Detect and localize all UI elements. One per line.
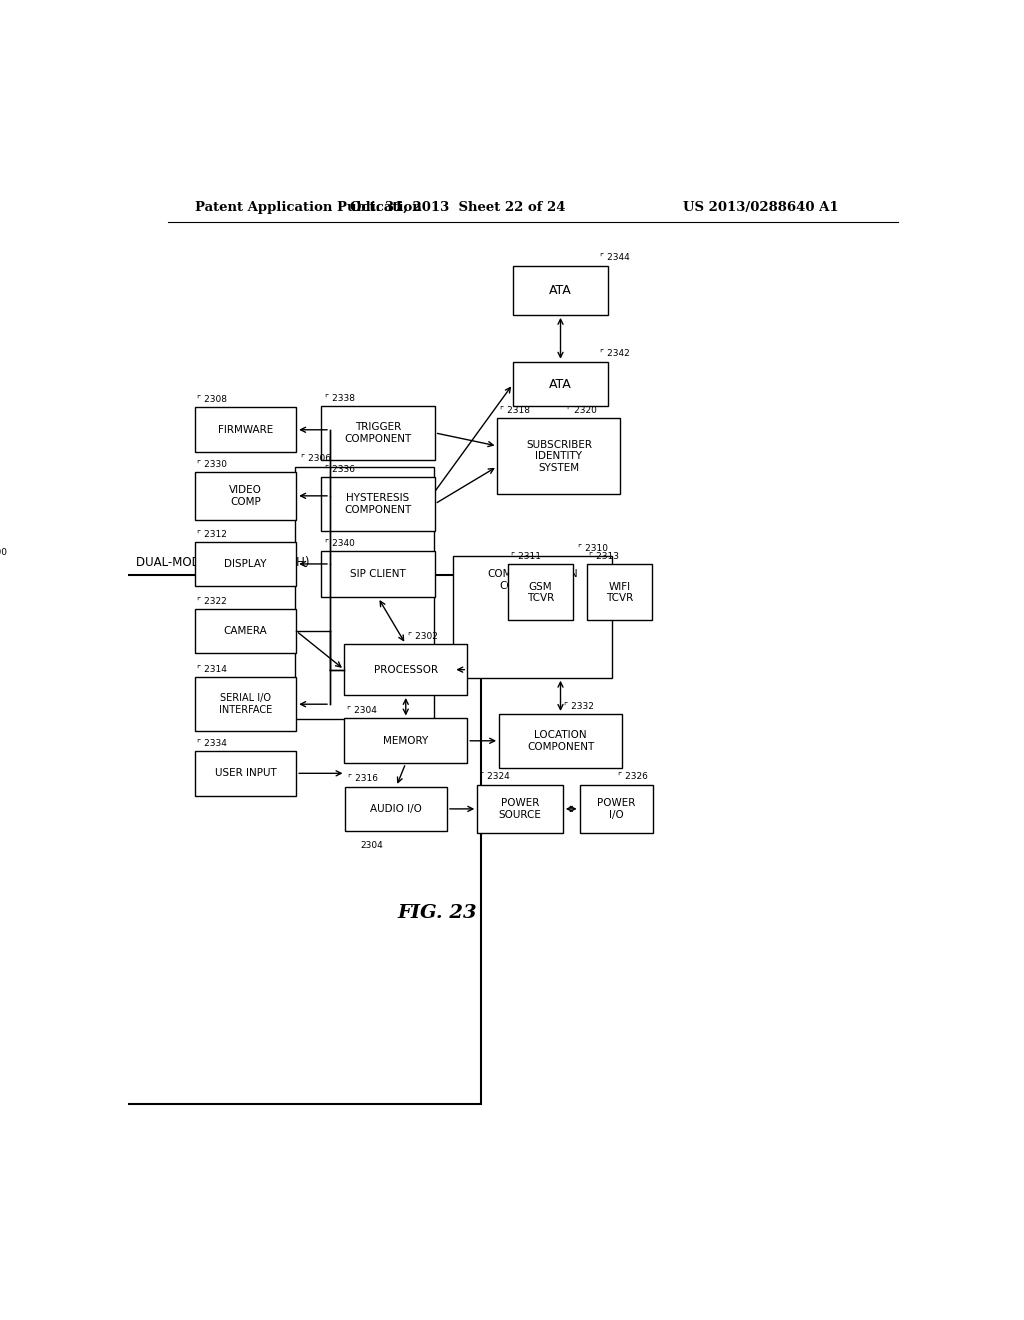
Text: CAMERA: CAMERA — [223, 626, 267, 636]
FancyBboxPatch shape — [513, 267, 608, 315]
FancyBboxPatch shape — [344, 644, 467, 696]
Text: US 2013/0288640 A1: US 2013/0288640 A1 — [683, 201, 839, 214]
Text: DISPLAY: DISPLAY — [224, 558, 266, 569]
FancyBboxPatch shape — [477, 784, 563, 833]
Text: ⌜ 2310: ⌜ 2310 — [579, 544, 608, 553]
Text: GSM
TCVR: GSM TCVR — [527, 582, 554, 603]
Text: ⌜ 2302: ⌜ 2302 — [409, 632, 438, 642]
FancyBboxPatch shape — [295, 467, 434, 719]
Text: Patent Application Publication: Patent Application Publication — [196, 201, 422, 214]
Text: ⌜ 2334: ⌜ 2334 — [197, 739, 227, 748]
Text: TRIGGER
COMPONENT: TRIGGER COMPONENT — [344, 422, 412, 444]
Text: ⌜ 2311: ⌜ 2311 — [511, 552, 541, 561]
FancyBboxPatch shape — [195, 677, 296, 731]
Text: Oct. 31, 2013  Sheet 22 of 24: Oct. 31, 2013 Sheet 22 of 24 — [349, 201, 565, 214]
FancyBboxPatch shape — [195, 541, 296, 586]
FancyBboxPatch shape — [195, 751, 296, 796]
Text: SIP CLIENT: SIP CLIENT — [350, 569, 406, 579]
Text: ⌜ 2320: ⌜ 2320 — [567, 407, 597, 414]
Text: ATA: ATA — [549, 284, 571, 297]
Text: ⌜ 2304: ⌜ 2304 — [347, 706, 377, 715]
FancyBboxPatch shape — [195, 609, 296, 653]
FancyBboxPatch shape — [322, 405, 435, 459]
Text: VIDEO
COMP: VIDEO COMP — [229, 484, 262, 507]
FancyBboxPatch shape — [499, 714, 622, 768]
FancyBboxPatch shape — [0, 576, 481, 1104]
Text: USER INPUT: USER INPUT — [215, 768, 276, 779]
Text: FIRMWARE: FIRMWARE — [218, 425, 273, 434]
FancyBboxPatch shape — [322, 550, 435, 598]
FancyBboxPatch shape — [322, 477, 435, 531]
Text: ⌜ 2344: ⌜ 2344 — [600, 253, 630, 263]
Text: LOCATION
COMPONENT: LOCATION COMPONENT — [527, 730, 594, 751]
Text: FIG. 23: FIG. 23 — [397, 904, 477, 921]
Text: AUDIO I/O: AUDIO I/O — [371, 804, 422, 814]
Text: ⌜ 2318: ⌜ 2318 — [500, 407, 529, 414]
Text: ⌜ 2342: ⌜ 2342 — [600, 348, 630, 358]
Text: ⌜ 2306: ⌜ 2306 — [301, 454, 332, 463]
Text: ⌜ 2322: ⌜ 2322 — [197, 597, 226, 606]
Text: 2304: 2304 — [360, 841, 383, 850]
Text: ⌜ 2340: ⌜ 2340 — [326, 539, 355, 548]
Text: ⌜ 2313: ⌜ 2313 — [589, 552, 620, 561]
FancyBboxPatch shape — [580, 784, 652, 833]
Text: ⌜ 2338: ⌜ 2338 — [326, 393, 355, 403]
Text: ⌜ 2312: ⌜ 2312 — [197, 529, 227, 539]
Text: ⌜ 2324: ⌜ 2324 — [479, 772, 509, 781]
Text: SERIAL I/O
INTERFACE: SERIAL I/O INTERFACE — [219, 693, 272, 715]
FancyBboxPatch shape — [195, 473, 296, 520]
Text: MEMORY: MEMORY — [383, 735, 428, 746]
Text: COMMUNICATION
COMPONENT: COMMUNICATION COMPONENT — [487, 569, 579, 590]
Text: PROCESSOR: PROCESSOR — [374, 665, 438, 675]
FancyBboxPatch shape — [345, 787, 447, 832]
FancyBboxPatch shape — [513, 362, 608, 407]
Text: POWER
SOURCE: POWER SOURCE — [499, 799, 542, 820]
FancyBboxPatch shape — [195, 408, 296, 453]
Text: ⌜ 2316: ⌜ 2316 — [348, 775, 378, 784]
FancyBboxPatch shape — [344, 718, 467, 763]
Text: WIFI
TCVR: WIFI TCVR — [605, 582, 633, 603]
Text: POWER
I/O: POWER I/O — [597, 799, 635, 820]
FancyBboxPatch shape — [587, 565, 651, 620]
Text: ⌜ 2332: ⌜ 2332 — [564, 702, 594, 710]
Text: ⌜ 2300: ⌜ 2300 — [0, 548, 7, 557]
Text: HYSTERESIS
COMPONENT: HYSTERESIS COMPONENT — [344, 494, 412, 515]
Text: ⌜ 2336: ⌜ 2336 — [326, 465, 355, 474]
Text: ⌜ 2308: ⌜ 2308 — [197, 396, 227, 404]
FancyBboxPatch shape — [454, 556, 612, 677]
Text: ⌜ 2314: ⌜ 2314 — [197, 665, 227, 675]
Text: APPLICATIONS: APPLICATIONS — [325, 480, 404, 491]
FancyBboxPatch shape — [498, 418, 621, 494]
Text: ⌜ 2330: ⌜ 2330 — [197, 459, 227, 469]
Text: DUAL-MODE HANDSET (DMH): DUAL-MODE HANDSET (DMH) — [136, 556, 310, 569]
Text: ATA: ATA — [549, 378, 571, 391]
Text: ⌜ 2326: ⌜ 2326 — [618, 772, 648, 781]
FancyBboxPatch shape — [508, 565, 573, 620]
Text: SUBSCRIBER
IDENTITY
SYSTEM: SUBSCRIBER IDENTITY SYSTEM — [526, 440, 592, 473]
